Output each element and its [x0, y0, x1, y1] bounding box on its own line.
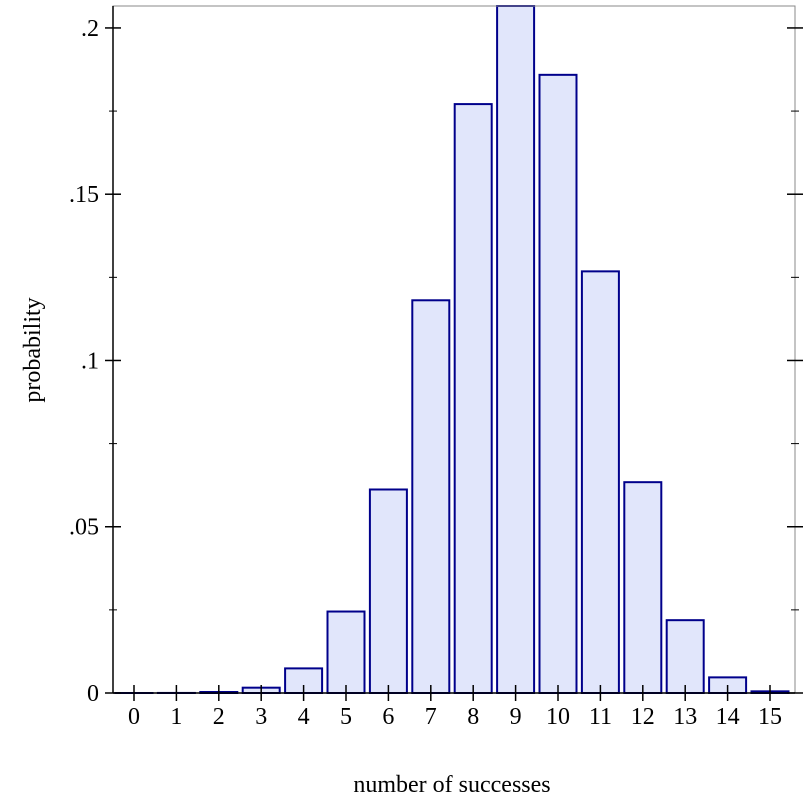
- bar-10: [538, 73, 578, 694]
- bar-8: [453, 103, 493, 695]
- bar-11: [580, 270, 620, 694]
- x-tick-label: 14: [716, 704, 740, 730]
- x-tick-label: 3: [255, 704, 267, 730]
- bar-9: [496, 5, 536, 694]
- x-tick-label: 1: [170, 704, 182, 730]
- bar-5: [326, 610, 366, 695]
- x-tick-label: 8: [467, 704, 479, 730]
- bar-13: [665, 619, 705, 695]
- bar-12: [623, 481, 663, 695]
- y-axis-label: probability: [20, 297, 46, 402]
- y-tick-label: .15: [69, 182, 99, 208]
- bar-6: [368, 488, 408, 694]
- x-tick-label: 9: [510, 704, 522, 730]
- y-tick-label: .2: [81, 16, 99, 42]
- y-tick-label: .1: [81, 348, 99, 374]
- x-tick-label: 0: [128, 704, 140, 730]
- x-tick-label: 12: [631, 704, 655, 730]
- x-tick-label: 13: [673, 704, 697, 730]
- x-tick-label: 5: [340, 704, 352, 730]
- x-tick-label: 10: [546, 704, 570, 730]
- x-tick-label: 4: [298, 704, 310, 730]
- bars: [114, 5, 790, 695]
- x-tick-label: 11: [589, 704, 612, 730]
- x-tick-label: 6: [382, 704, 394, 730]
- x-tick-label: 2: [213, 704, 225, 730]
- y-tick-label: .05: [69, 515, 99, 541]
- x-tick-label: 7: [425, 704, 437, 730]
- axes: 0 1 2 3 4 5 6 7 8 9 10 11 12 13 14 150.05.1.15.2: [69, 5, 803, 730]
- y-tick-label: 0: [87, 681, 99, 707]
- bar-7: [411, 299, 451, 694]
- x-axis-label: number of successes: [353, 772, 550, 798]
- x-tick-label: 15: [758, 704, 782, 730]
